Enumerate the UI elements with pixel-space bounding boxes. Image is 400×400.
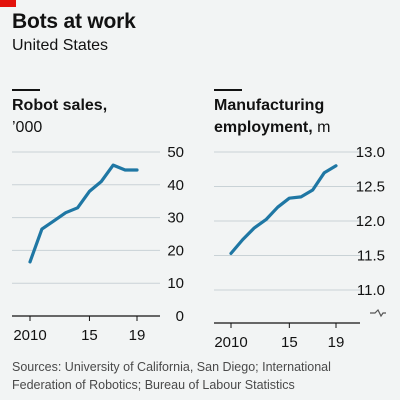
left-ytick-label-0: 0: [176, 308, 184, 325]
right-ytick-label-0: 11.0: [357, 282, 385, 299]
left-panel-title-line1: Robot sales,: [12, 97, 108, 114]
left-xtick-label-0: 2010: [13, 327, 46, 344]
left-ytick-label-3: 30: [167, 210, 184, 227]
left-panel-rule: [12, 89, 40, 91]
chart-subtitle: United States: [12, 37, 109, 54]
right-panel-rule: [214, 89, 242, 91]
right-panel-title-line2: employment,: [214, 119, 313, 136]
left-panel-unit: ’000: [12, 119, 43, 136]
right-xtick-label-0: 2010: [214, 334, 247, 351]
right-axis-break-icon: [370, 308, 386, 318]
right-panel-unit: m: [312, 119, 331, 136]
brand-red-tag: [0, 0, 16, 7]
left-ytick-label-1: 10: [167, 275, 184, 292]
right-ytick-label-4: 13.0: [356, 144, 385, 161]
left-xtick-label-2: 19: [129, 327, 146, 344]
left-ytick-label-5: 50: [167, 144, 184, 161]
right-ytick-label-2: 12.0: [356, 213, 385, 230]
right-panel-title-line1: Manufacturing: [214, 97, 325, 114]
chart-title: Bots at work: [12, 10, 136, 33]
left-xtick-label-1: 15: [81, 327, 98, 344]
right-ytick-label-3: 12.5: [356, 179, 385, 196]
right-series-line: [229, 164, 338, 255]
left-ytick-label-4: 40: [167, 177, 184, 194]
right-xtick-label-1: 15: [281, 334, 298, 351]
left-series-line: [28, 163, 139, 264]
left-panel-title: Robot sales, ’000: [12, 95, 107, 139]
right-panel-title: Manufacturing employment, m: [214, 95, 330, 139]
source-note: Sources: University of California, San D…: [12, 360, 331, 392]
right-ytick-label-1: 11.5: [357, 248, 385, 265]
right-xtick-label-2: 19: [328, 334, 345, 351]
left-ytick-label-2: 20: [167, 242, 184, 259]
